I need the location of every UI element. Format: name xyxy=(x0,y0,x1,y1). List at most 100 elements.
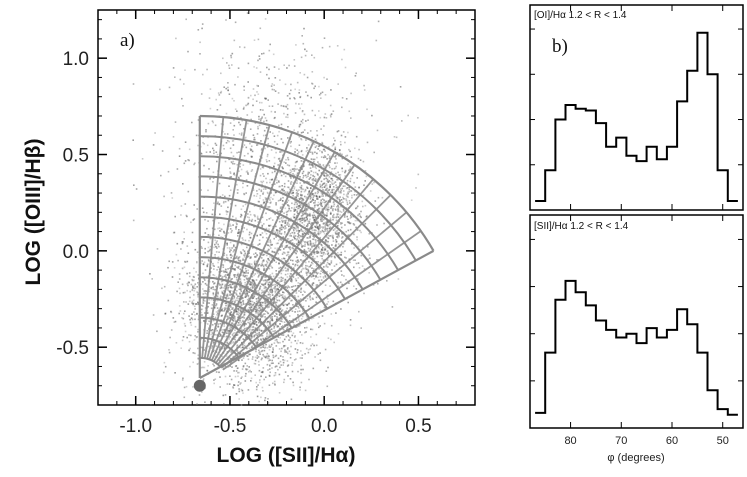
scatter-point xyxy=(282,236,284,238)
scatter-point xyxy=(314,200,316,202)
scatter-point xyxy=(285,116,287,118)
scatter-point xyxy=(192,275,195,278)
scatter-point xyxy=(233,285,236,288)
scatter-point xyxy=(265,205,268,207)
scatter-point xyxy=(347,163,349,165)
scatter-point xyxy=(337,243,340,245)
scatter-point xyxy=(223,232,226,234)
scatter-point xyxy=(264,321,267,323)
scatter-point xyxy=(355,194,358,196)
scatter-point xyxy=(239,295,241,298)
scatter-point xyxy=(257,59,259,62)
scatter-point xyxy=(320,252,323,254)
scatter-point xyxy=(225,304,228,307)
scatter-point xyxy=(271,359,273,362)
scatter-point xyxy=(240,282,243,284)
scatter-point xyxy=(217,323,220,325)
scatter-point xyxy=(225,298,227,300)
scatter-point xyxy=(247,295,250,297)
scatter-point xyxy=(242,319,244,322)
scatter-point xyxy=(232,320,235,323)
scatter-point xyxy=(312,242,314,245)
scatter-point xyxy=(333,205,335,207)
scatter-point xyxy=(197,347,199,350)
scatter-point xyxy=(273,84,275,86)
scatter-point xyxy=(326,174,328,176)
scatter-point xyxy=(280,326,283,328)
scatter-point xyxy=(256,343,258,345)
scatter-point xyxy=(182,377,184,380)
scatter-point xyxy=(227,284,229,287)
scatter-point xyxy=(340,199,343,201)
scatter-point xyxy=(244,254,246,257)
scatter-point xyxy=(267,244,269,246)
scatter-point xyxy=(229,176,231,179)
scatter-point xyxy=(239,309,242,312)
scatter-point xyxy=(258,328,261,330)
scatter-point xyxy=(235,370,238,372)
scatter-point xyxy=(249,308,252,311)
scatter-point xyxy=(216,299,219,302)
scatter-point xyxy=(238,309,240,312)
scatter-point xyxy=(360,216,362,219)
scatter-point xyxy=(309,164,311,166)
scatter-point xyxy=(241,304,243,306)
scatter-point xyxy=(183,301,185,303)
scatter-point xyxy=(232,319,234,322)
scatter-point xyxy=(302,305,305,308)
scatter-point xyxy=(215,251,218,253)
scatter-point xyxy=(216,109,219,111)
scatter-point xyxy=(196,208,198,210)
scatter-point xyxy=(141,158,144,160)
scatter-point xyxy=(285,285,288,288)
scatter-point xyxy=(269,247,272,249)
scatter-point xyxy=(320,165,323,168)
scatter-point xyxy=(218,227,221,229)
scatter-point xyxy=(248,353,251,356)
scatter-point xyxy=(203,349,206,351)
scatter-point xyxy=(306,268,309,270)
scatter-point xyxy=(256,308,258,311)
scatter-point xyxy=(278,230,281,233)
scatter-point xyxy=(210,307,213,310)
scatter-point xyxy=(272,362,274,364)
scatter-point xyxy=(289,234,292,237)
scatter-point xyxy=(216,202,219,205)
scatter-point xyxy=(292,321,294,323)
scatter-point xyxy=(298,189,300,191)
scatter-point xyxy=(213,228,216,231)
scatter-point xyxy=(305,176,308,179)
scatter-point xyxy=(274,290,277,292)
scatter-point xyxy=(336,225,339,227)
scatter-point xyxy=(280,104,283,107)
scatter-point xyxy=(202,378,205,380)
scatter-point xyxy=(280,272,283,275)
scatter-point xyxy=(333,341,335,344)
scatter-point xyxy=(234,108,237,110)
scatter-point xyxy=(325,223,327,225)
scatter-point xyxy=(230,311,232,313)
scatter-point xyxy=(261,346,264,348)
scatter-point xyxy=(161,150,164,152)
scatter-point xyxy=(258,307,261,309)
scatter-point xyxy=(258,349,260,352)
scatter-point xyxy=(306,186,308,188)
scatter-point xyxy=(267,360,270,362)
scatter-point xyxy=(223,287,225,289)
scatter-point xyxy=(304,220,306,222)
scatter-point xyxy=(308,204,310,207)
scatter-point xyxy=(295,230,298,232)
scatter-point xyxy=(305,196,308,198)
scatter-point xyxy=(283,281,286,284)
scatter-point xyxy=(283,291,285,294)
scatter-point xyxy=(247,334,250,336)
scatter-point xyxy=(346,187,349,189)
scatter-point xyxy=(282,226,285,229)
scatter-point xyxy=(354,186,357,188)
scatter-point xyxy=(239,317,241,320)
scatter-point xyxy=(326,175,328,177)
scatter-point xyxy=(230,285,232,287)
scatter-point xyxy=(223,310,226,312)
scatter-point xyxy=(269,274,272,276)
scatter-point xyxy=(239,281,241,283)
